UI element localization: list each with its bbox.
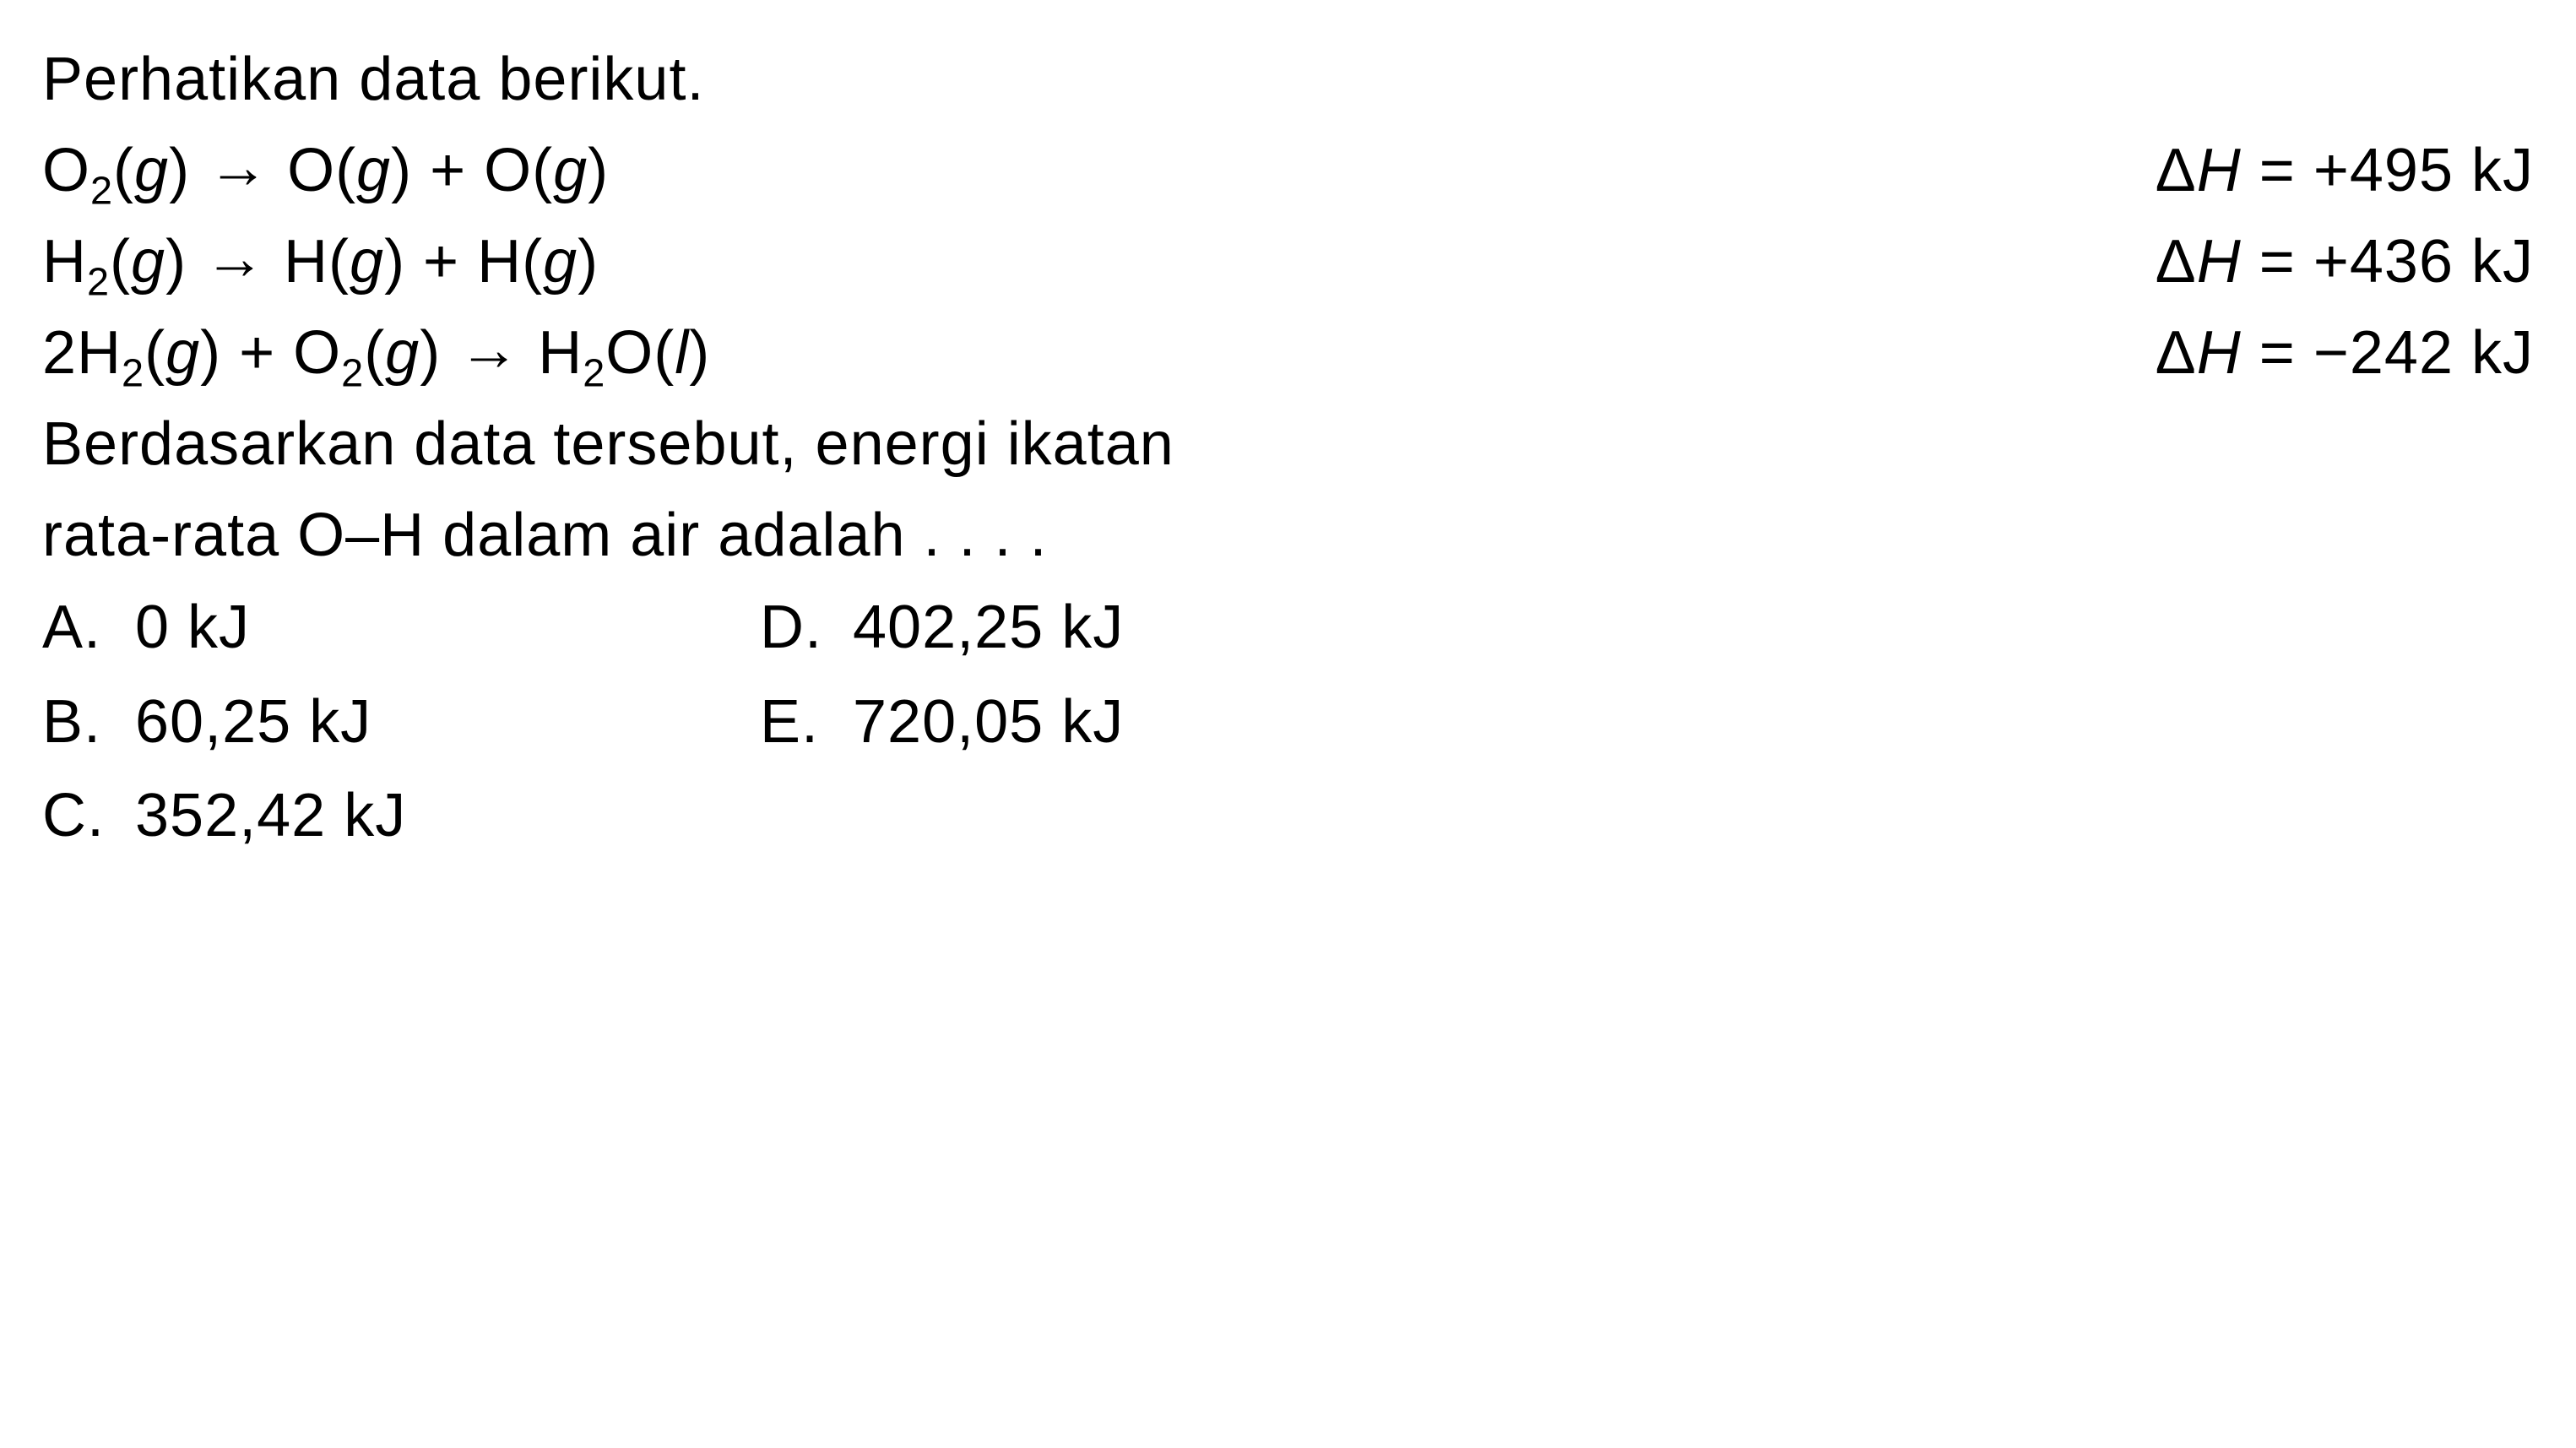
- option-text: 352,42 kJ: [135, 769, 406, 864]
- option-letter: A.: [42, 581, 135, 675]
- equation-rhs: ΔH = +495 kJ: [2105, 125, 2534, 216]
- option-text: 60,25 kJ: [135, 675, 371, 770]
- equation-rhs: ΔH = −242 kJ: [2122, 307, 2534, 399]
- question-line-2: rata-rata O–H dalam air adalah . . . .: [42, 490, 2534, 581]
- equation-lhs: 2H2(g) + O2(g) → H2O(l): [42, 307, 710, 399]
- option-letter: E.: [760, 675, 853, 770]
- option-letter: B.: [42, 675, 135, 770]
- options: A. 0 kJ B. 60,25 kJ C. 352,42 kJ D. 402,…: [42, 581, 2534, 864]
- options-col-left: A. 0 kJ B. 60,25 kJ C. 352,42 kJ: [42, 581, 760, 864]
- option-c: C. 352,42 kJ: [42, 769, 760, 864]
- equation-row: 2H2(g) + O2(g) → H2O(l) ΔH = −242 kJ: [42, 307, 2534, 399]
- question-line-1: Berdasarkan data tersebut, energi ikatan: [42, 399, 2534, 490]
- intro-text: Perhatikan data berikut.: [42, 34, 2534, 125]
- equation-lhs: O2(g) → O(g) + O(g): [42, 125, 609, 216]
- equation-row: O2(g) → O(g) + O(g) ΔH = +495 kJ: [42, 125, 2534, 216]
- option-text: 720,05 kJ: [853, 675, 1124, 770]
- option-e: E. 720,05 kJ: [760, 675, 1124, 770]
- equation-lhs: H2(g) → H(g) + H(g): [42, 216, 599, 307]
- equation-rhs: ΔH = +436 kJ: [2105, 216, 2534, 307]
- option-b: B. 60,25 kJ: [42, 675, 760, 770]
- option-letter: C.: [42, 769, 135, 864]
- equations-list: O2(g) → O(g) + O(g) ΔH = +495 kJ H2(g) →…: [42, 125, 2534, 399]
- option-d: D. 402,25 kJ: [760, 581, 1124, 675]
- options-col-right: D. 402,25 kJ E. 720,05 kJ: [760, 581, 1124, 864]
- option-letter: D.: [760, 581, 853, 675]
- question-block: Perhatikan data berikut. O2(g) → O(g) + …: [42, 34, 2534, 864]
- option-text: 402,25 kJ: [853, 581, 1124, 675]
- equation-row: H2(g) → H(g) + H(g) ΔH = +436 kJ: [42, 216, 2534, 307]
- option-a: A. 0 kJ: [42, 581, 760, 675]
- option-text: 0 kJ: [135, 581, 250, 675]
